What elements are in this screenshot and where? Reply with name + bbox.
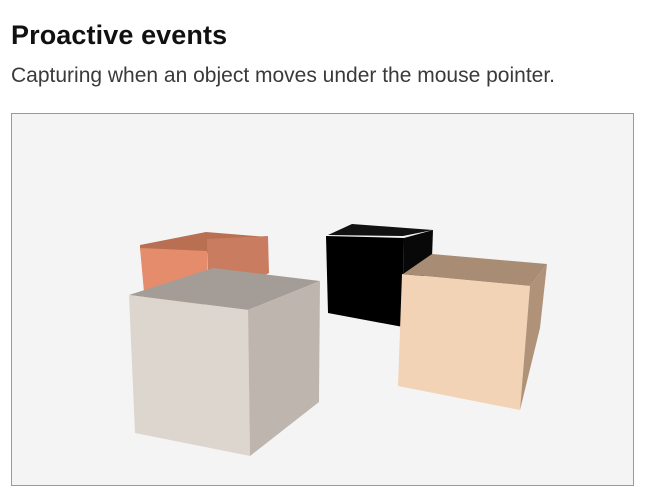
white-cube-side — [248, 281, 320, 456]
black-cube-top — [328, 224, 433, 236]
3d-scene-viewport[interactable] — [11, 113, 634, 486]
peach-cube-front — [398, 274, 530, 410]
page-title: Proactive events — [11, 20, 228, 50]
white-cube-front — [129, 295, 250, 456]
white-cube-top — [129, 268, 320, 310]
white-cube[interactable] — [129, 268, 320, 456]
peach-cube-top — [403, 254, 547, 286]
scene-canvas[interactable] — [12, 114, 633, 485]
page-subtitle: Capturing when an object moves under the… — [11, 64, 556, 87]
black-cube-front — [326, 236, 404, 327]
peach-cube-side — [520, 264, 547, 410]
peach-cube[interactable] — [398, 254, 547, 410]
